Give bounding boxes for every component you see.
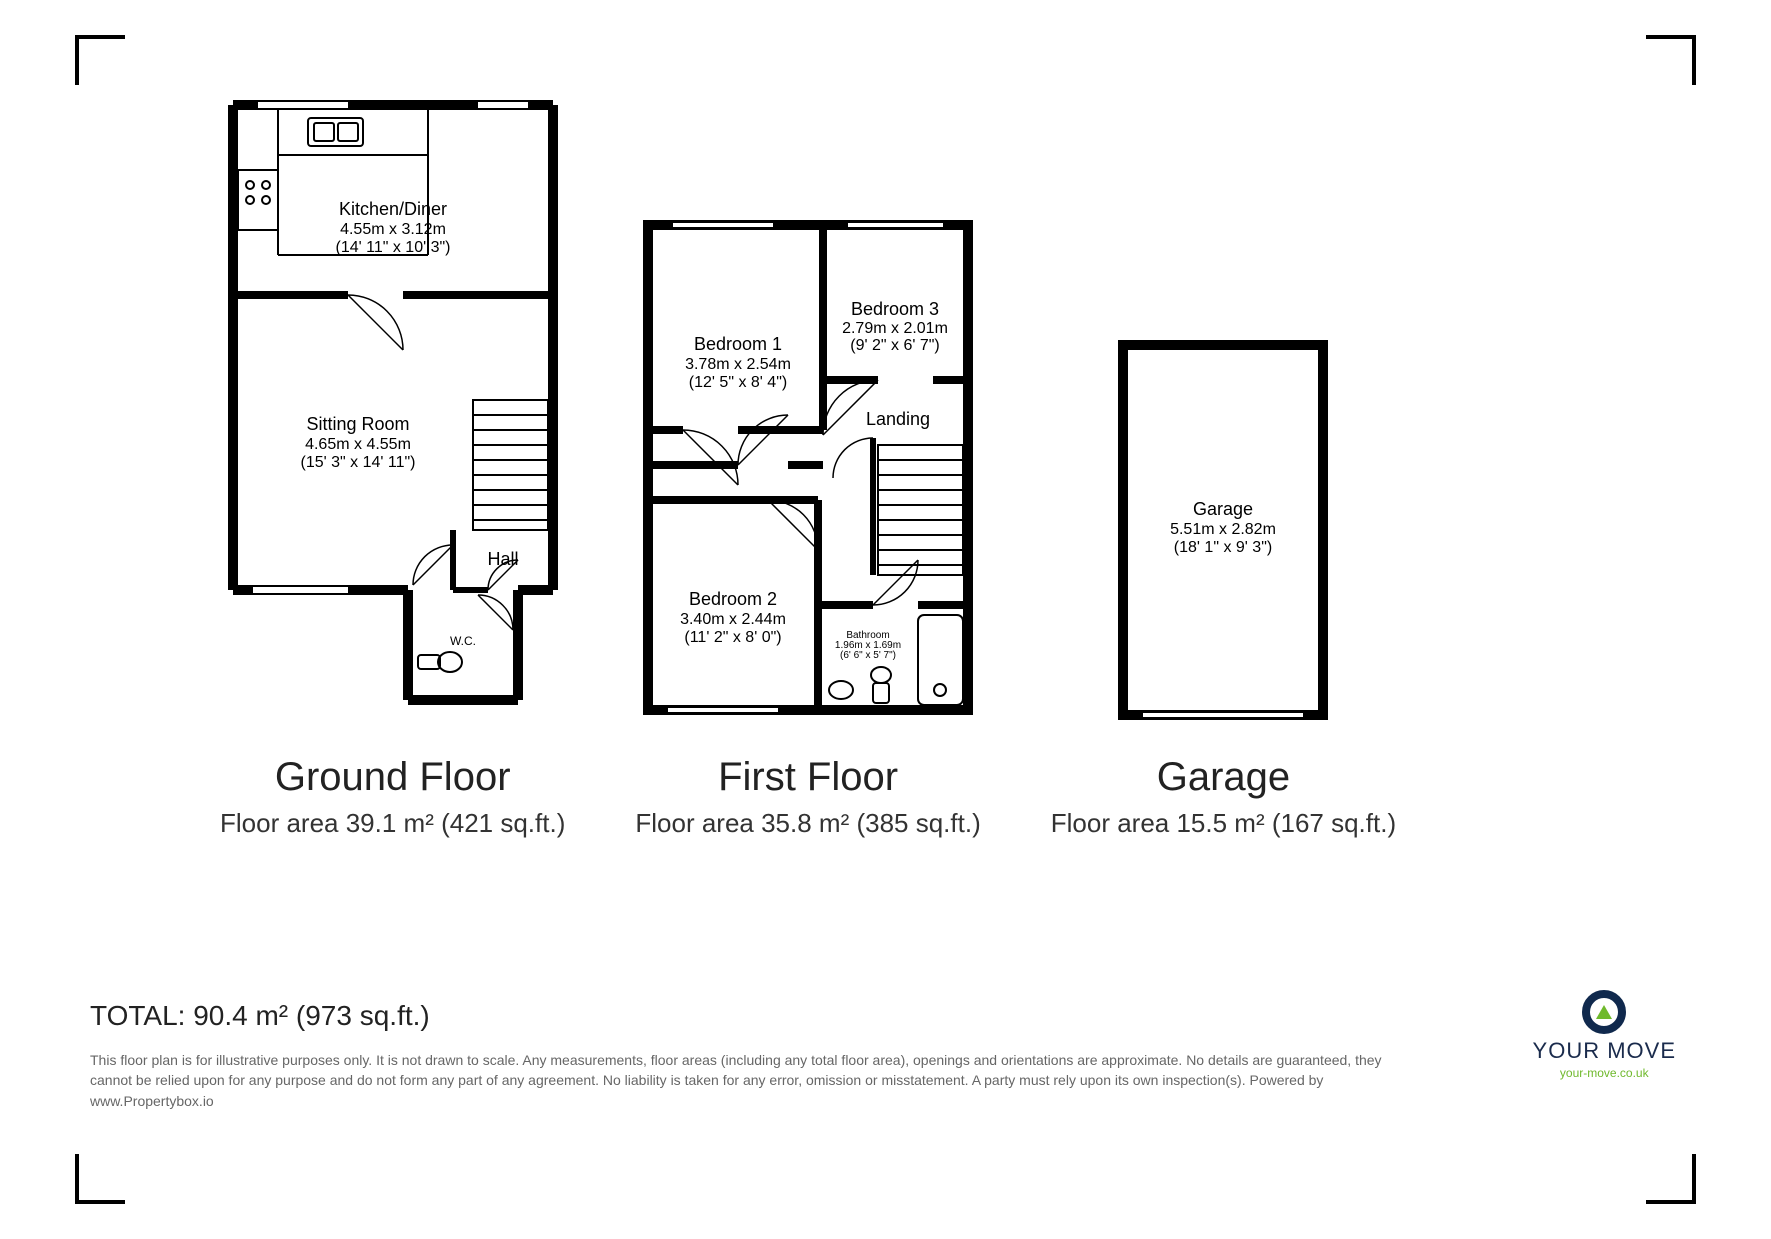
garage-dims-m: 5.51m x 2.82m (1171, 521, 1277, 538)
bed3-dims-m: 2.79m x 2.01m (842, 320, 948, 337)
first-floor-title: First Floor (718, 755, 898, 800)
brand-name: YOUR MOVE (1533, 1038, 1676, 1064)
brand-tree-icon (1596, 1005, 1612, 1019)
garage-area: Floor area 15.5 m² (167 sq.ft.) (1051, 806, 1396, 841)
sitting-dims-m: 4.65m x 4.55m (305, 436, 411, 453)
bed3-dims-ft: (9' 2" x 6' 7") (850, 337, 940, 354)
bed2-name: Bedroom 2 (689, 589, 777, 609)
brand-url: your-move.co.uk (1533, 1066, 1676, 1080)
crop-corner-tl (75, 35, 125, 85)
disclaimer-text: This floor plan is for illustrative purp… (90, 1050, 1410, 1111)
bed1-name: Bedroom 1 (694, 334, 782, 354)
first-floor-svg: Bedroom 1 3.78m x 2.54m (12' 5" x 8' 4")… (643, 220, 973, 720)
crop-corner-br (1646, 1154, 1696, 1204)
hall-name: Hall (487, 549, 518, 569)
first-floor-area: Floor area 35.8 m² (385 sq.ft.) (635, 806, 980, 841)
wc-name: W.C. (450, 634, 476, 648)
kitchen-dims-ft: (14' 11" x 10' 3") (335, 239, 450, 256)
total-area: TOTAL: 90.4 m² (973 sq.ft.) (90, 1000, 430, 1032)
sitting-dims-ft: (15' 3" x 14' 11") (300, 454, 415, 471)
bed1-dims-m: 3.78m x 2.54m (685, 356, 791, 373)
first-floor-block: Bedroom 1 3.78m x 2.54m (12' 5" x 8' 4")… (635, 220, 980, 841)
bed2-dims-ft: (11' 2" x 8' 0") (684, 629, 781, 646)
bath-dims-ft: (6' 6" x 5' 7") (840, 650, 896, 661)
ground-floor-area: Floor area 39.1 m² (421 sq.ft.) (220, 806, 565, 841)
plans-row: Kitchen/Diner 4.55m x 3.12m (14' 11" x 1… (220, 100, 1651, 841)
ground-floor-block: Kitchen/Diner 4.55m x 3.12m (14' 11" x 1… (220, 100, 565, 841)
kitchen-dims-m: 4.55m x 3.12m (340, 221, 446, 238)
bed1-dims-ft: (12' 5" x 8' 4") (689, 374, 787, 391)
kitchen-name: Kitchen/Diner (339, 199, 447, 219)
sitting-name: Sitting Room (306, 414, 409, 434)
crop-corner-tr (1646, 35, 1696, 85)
garage-room-name: Garage (1193, 499, 1253, 519)
garage-title: Garage (1157, 755, 1290, 800)
crop-corner-bl (75, 1154, 125, 1204)
garage-dims-ft: (18' 1" x 9' 3") (1174, 539, 1272, 556)
brand-logo: YOUR MOVE your-move.co.uk (1533, 990, 1676, 1080)
bed3-name: Bedroom 3 (851, 299, 939, 319)
brand-ring-icon (1582, 990, 1626, 1034)
landing-name: Landing (866, 409, 930, 429)
bed2-dims-m: 3.40m x 2.44m (680, 611, 786, 628)
garage-block: Garage 5.51m x 2.82m (18' 1" x 9' 3") Ga… (1051, 340, 1396, 841)
ground-floor-title: Ground Floor (275, 755, 511, 800)
ground-floor-svg: Kitchen/Diner 4.55m x 3.12m (14' 11" x 1… (228, 100, 558, 720)
garage-svg: Garage 5.51m x 2.82m (18' 1" x 9' 3") (1118, 340, 1328, 720)
